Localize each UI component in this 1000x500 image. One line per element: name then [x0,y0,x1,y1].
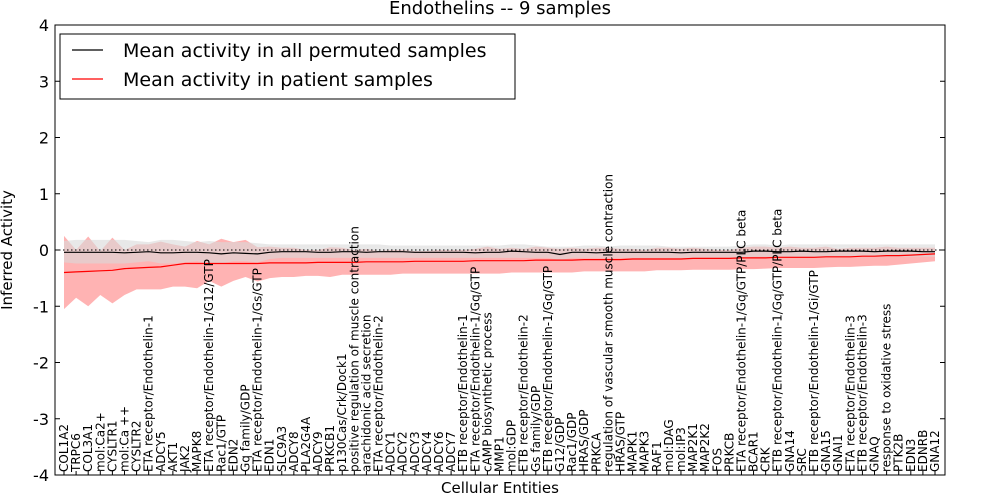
x-tick-label: MAPK3 [638,431,652,472]
x-tick-label: SRC [795,448,809,472]
y-tick-label: 0 [39,241,49,260]
x-tick-label: ETB receptor/Endothelin-1 [456,314,470,472]
plot-area: -4-3-2-101234COL1A2TRPC6COL3A1mol:Ca2+CY… [33,16,946,485]
permuted-mean-line [64,250,935,256]
x-tick-label: Rac1/GTP [214,415,228,472]
x-tick-label: CYSLTR1 [105,421,119,472]
x-tick-label: regulation of vascular smooth muscle con… [601,174,615,472]
x-axis-title: Cellular Entities [441,479,559,497]
x-tick-label: mol:GDP [505,420,519,472]
y-tick-label: -2 [33,354,49,373]
x-tick-label: ETB receptor/Endothelin-1/Gq/GTP [541,266,555,472]
x-tick-label: PRKCA [589,432,603,472]
x-tick-label: EDN2 [226,439,240,472]
x-tick-label: arachidonic acid secretion [359,315,373,472]
x-tick-label: RAF1 [650,441,664,472]
x-tick-label: PTK2B [892,434,906,472]
x-tick-label: ETB receptor/Endothelin-1/Gq/GTP/PLC bet… [771,209,785,472]
x-tick-label: BCAR1 [747,431,761,472]
legend: Mean activity in all permuted samples Me… [59,33,516,100]
legend-label-patient: Mean activity in patient samples [123,69,433,91]
x-tick-label: COL3A1 [81,424,95,472]
x-tick-label: ADCY1 [384,431,398,472]
y-tick-label: -4 [33,466,49,485]
y-tick-label: 1 [39,185,49,204]
plot-frame [54,24,946,476]
x-tick-label: cAMP biosynthetic process [480,312,494,472]
x-tick-label: GNA15 [819,430,833,472]
x-tick-label: Gs family/GDP [529,386,543,472]
patient-mean-line [63,253,936,274]
y-tick-label: 4 [39,16,49,35]
x-tick-label: Rac1/GDP [565,413,579,472]
y-tick-label: 3 [39,72,49,91]
x-tick-label: ETA receptor/Endothelin-1/Gq/GTP [468,267,482,472]
x-tick-label: MAPK1 [626,431,640,472]
x-tick-label: HRAS/GDP [577,409,591,472]
x-tick-label: FOS [710,448,724,472]
x-tick-label: PRKCB1 [323,425,337,472]
x-tick-label: ADCY7 [444,431,458,472]
y-tick-label: -1 [33,297,49,316]
x-tick-label: ETA receptor/Endothelin-2 [372,315,386,472]
x-tick-label: MAP2K2 [698,423,712,472]
x-tick-label: p130Cas/Crk/Dock1 [335,353,349,472]
x-tick-label: GNA14 [783,430,797,472]
x-tick-label: ETA receptor/Endothelin-1/Gq/GTP/PLC bet… [734,210,748,472]
x-tick-label: EDN3 [904,439,918,472]
x-tick-label: PRKCB [722,433,736,472]
x-tick-label: ADCY8 [287,431,301,472]
x-tick-label: G12/GDP [553,418,567,472]
x-tick-label: response to oxidative stress [880,304,894,472]
x-tick-label: mol:IP3 [674,427,688,472]
x-tick-label: CRK [759,446,773,472]
x-tick-label: MAP2K1 [686,423,700,472]
x-tick-label: ETB receptor/Endothelin-1/Gi/GTP [807,270,821,472]
x-tick-label: Gq family/GDP [239,384,253,472]
y-tick-label: -3 [33,410,49,429]
x-tick-label: ETB receptor/Endothelin-3 [855,314,869,472]
x-tick-label: mol:Ca ++ [118,406,132,472]
x-tick-label: ADCY6 [432,431,446,472]
x-tick-label: ETA receptor/Endothelin-1/Gs/GTP [251,268,265,472]
x-tick-label: GNAQ [868,436,882,472]
x-tick-label: ETB receptor/Endothelin-2 [517,314,531,472]
x-tick-label: mol:Ca2+ [93,412,107,472]
x-tick-label: ADCY4 [420,431,434,472]
x-tick-label: GNA12 [928,430,942,472]
x-tick-label: positive regulation of muscle contractio… [347,226,361,472]
x-tick-label: EDN1 [263,439,277,472]
x-tick-label: ETA receptor/Endothelin-1 [142,315,156,472]
x-tick-label: TRPC6 [69,433,83,473]
x-tick-label: EDNRB [916,430,930,472]
x-tick-label: mol:DAG [662,419,676,472]
x-tick-label: ADCY5 [154,431,168,472]
x-tick-label: ADCY9 [311,431,325,472]
x-tick-label: JAK2 [178,445,192,473]
x-tick-label: ETA receptor/Endothelin-1/G12/GTP [202,259,216,472]
y-axis-title: Inferred Activity [0,190,16,310]
x-tick-label: HRAS/GTP [614,412,628,472]
x-tick-label: COL1A2 [57,424,71,472]
x-tick-label: MAPK8 [190,431,204,472]
x-tick-label: ADCY2 [396,431,410,472]
x-tick-label: AKT1 [166,442,180,472]
x-tick-label: CYSLTR2 [130,421,144,472]
x-tick-label: ETA receptor/Endothelin-3 [843,315,857,472]
y-tick-label: 2 [39,129,49,148]
x-tick-label: PLA2G4A [299,416,313,472]
x-tick-label: SLC9A3 [275,426,289,472]
chart-title: Endothelins -- 9 samples [389,0,611,19]
x-tick-label: ADCY3 [408,431,422,472]
x-tick-label: MMP1 [493,436,507,472]
legend-label-permuted: Mean activity in all permuted samples [123,40,486,62]
x-tick-label: GNAI1 [831,434,845,472]
legend-box [59,33,516,100]
